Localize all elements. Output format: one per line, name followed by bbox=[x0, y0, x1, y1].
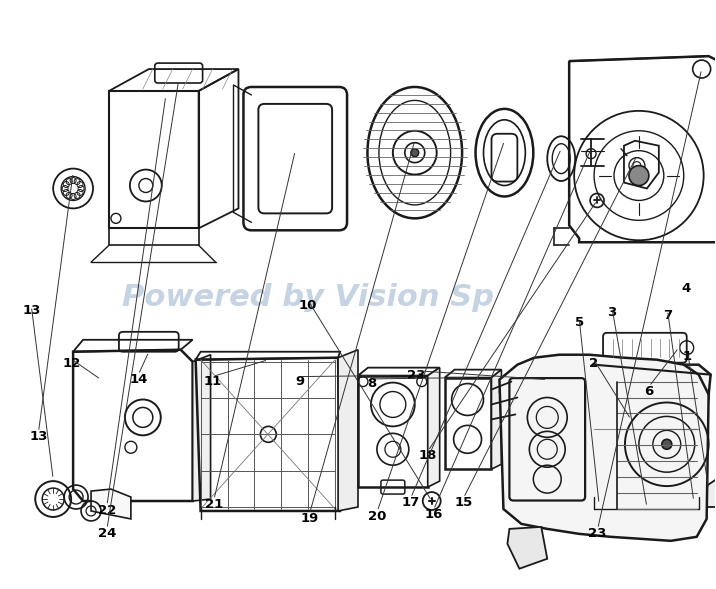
Polygon shape bbox=[427, 368, 440, 487]
Text: 18: 18 bbox=[419, 449, 437, 462]
Text: 6: 6 bbox=[644, 385, 654, 398]
Text: 4: 4 bbox=[682, 282, 691, 295]
Polygon shape bbox=[193, 355, 211, 501]
Circle shape bbox=[411, 148, 419, 157]
Polygon shape bbox=[508, 527, 547, 569]
Text: 9: 9 bbox=[295, 375, 304, 388]
Text: 22: 22 bbox=[98, 504, 116, 517]
Text: 21: 21 bbox=[205, 498, 223, 511]
Text: 13: 13 bbox=[22, 305, 41, 317]
Text: 23: 23 bbox=[407, 369, 426, 382]
Text: 24: 24 bbox=[98, 527, 116, 540]
Text: 3: 3 bbox=[607, 306, 616, 319]
Text: 8: 8 bbox=[367, 377, 377, 390]
Text: 7: 7 bbox=[663, 309, 672, 322]
Text: 19: 19 bbox=[301, 512, 319, 525]
Polygon shape bbox=[594, 365, 710, 497]
Text: 17: 17 bbox=[402, 496, 420, 509]
Polygon shape bbox=[491, 370, 501, 469]
Text: 2: 2 bbox=[589, 357, 598, 370]
Text: 11: 11 bbox=[203, 375, 222, 388]
Text: 15: 15 bbox=[455, 496, 473, 509]
Text: 1: 1 bbox=[683, 349, 692, 363]
Text: 12: 12 bbox=[62, 357, 80, 370]
Circle shape bbox=[629, 166, 649, 186]
Text: 10: 10 bbox=[299, 299, 317, 312]
Text: 23: 23 bbox=[589, 527, 607, 540]
Polygon shape bbox=[705, 479, 716, 507]
Polygon shape bbox=[338, 350, 358, 511]
Text: Powered by Vision Sp: Powered by Vision Sp bbox=[122, 283, 494, 312]
Text: 5: 5 bbox=[574, 316, 584, 329]
Polygon shape bbox=[500, 355, 709, 541]
Circle shape bbox=[662, 439, 672, 449]
Text: 14: 14 bbox=[129, 373, 147, 386]
Polygon shape bbox=[91, 489, 131, 519]
Text: 20: 20 bbox=[368, 509, 387, 522]
Text: 16: 16 bbox=[425, 508, 442, 521]
Text: 13: 13 bbox=[29, 430, 48, 443]
